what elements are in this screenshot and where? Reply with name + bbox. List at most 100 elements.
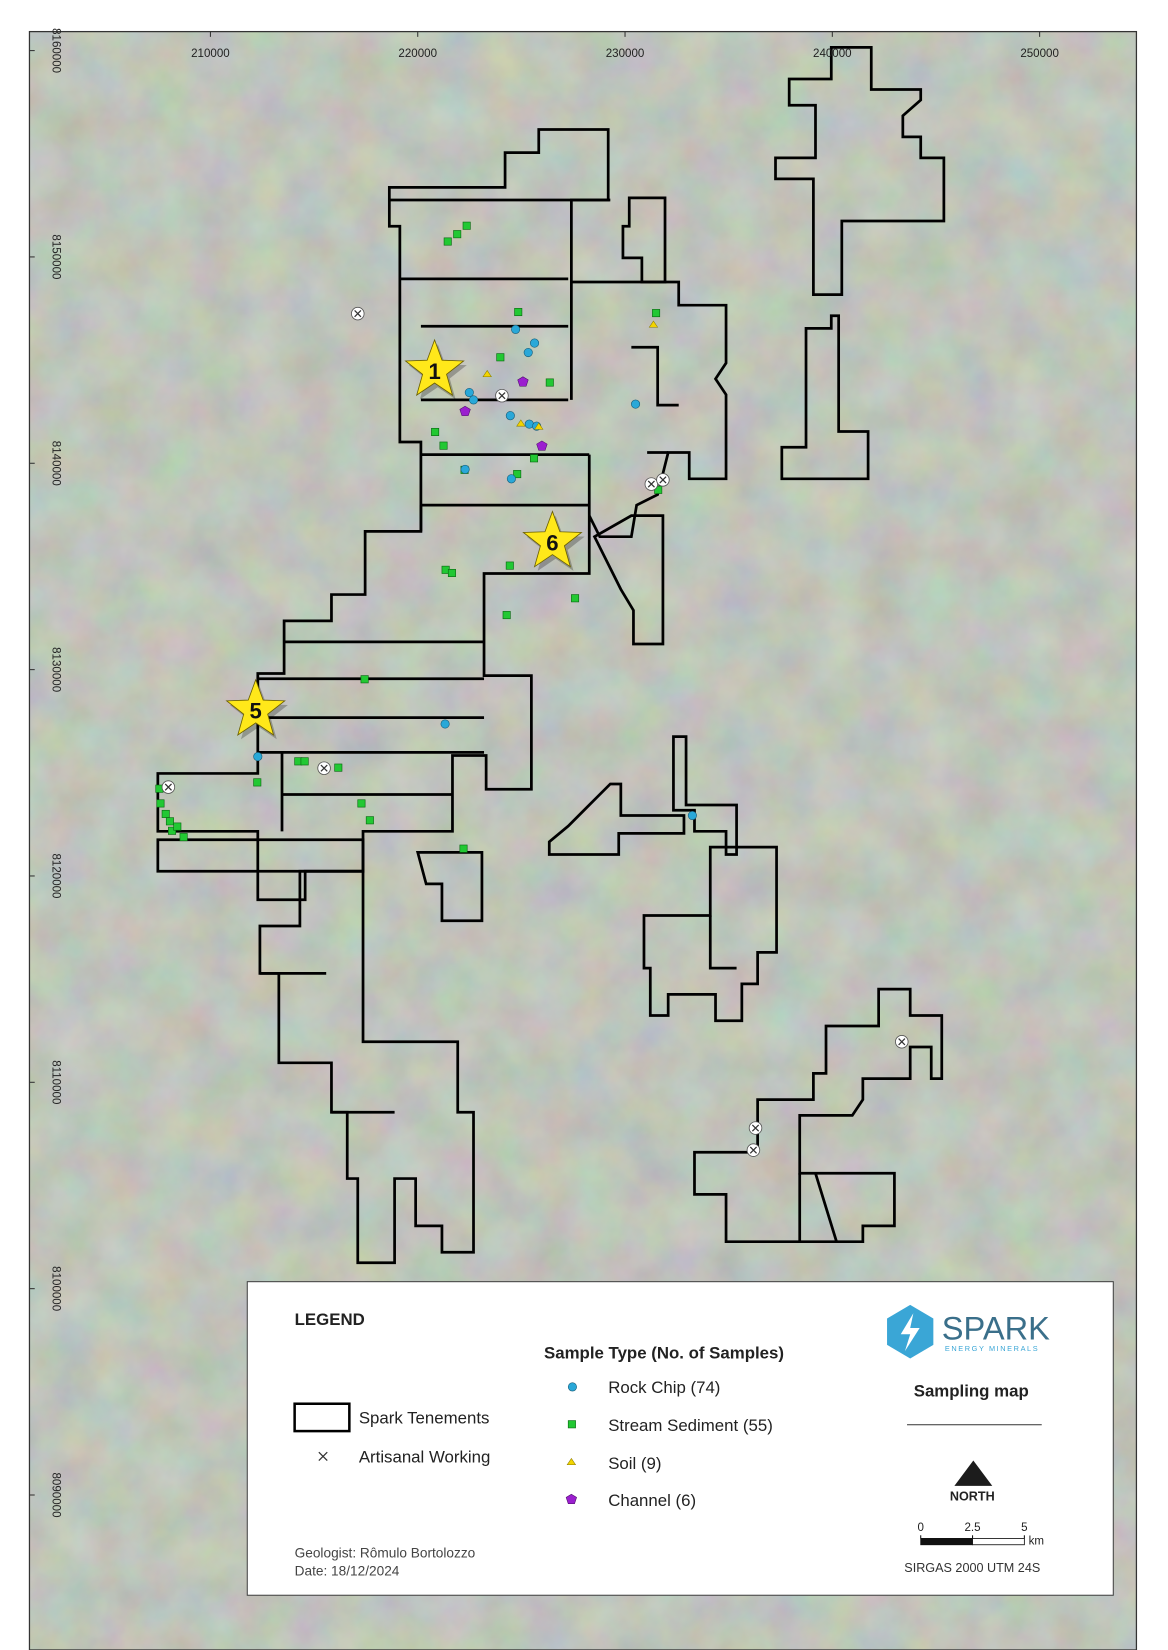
legend-heading: Sample Type (No. of Samples) xyxy=(544,1343,784,1362)
star-label: 6 xyxy=(546,530,558,555)
map-feature xyxy=(253,752,263,762)
soil xyxy=(482,320,659,430)
samples xyxy=(155,221,909,1157)
map-feature xyxy=(523,348,533,358)
logo-tagline: ENERGY MINERALS xyxy=(945,1344,1039,1353)
map-feature xyxy=(357,799,366,808)
map-feature xyxy=(443,237,452,246)
map-feature xyxy=(161,809,170,818)
logo-bolt xyxy=(900,1313,920,1352)
map-feature xyxy=(516,419,526,427)
star xyxy=(404,338,465,397)
star xyxy=(522,510,583,568)
map-feature xyxy=(517,376,529,387)
north-arrow xyxy=(954,1460,993,1486)
map-feature xyxy=(571,594,580,603)
channel-symbol xyxy=(565,1493,577,1504)
channel xyxy=(459,376,548,451)
map-feature xyxy=(156,799,165,808)
map-feature xyxy=(495,388,509,403)
map-feature xyxy=(536,440,548,451)
map-feature xyxy=(652,309,661,318)
map-feature xyxy=(360,675,369,684)
tenement xyxy=(415,850,484,923)
map-feature xyxy=(687,811,697,821)
map-feature xyxy=(300,757,309,766)
legend-label: Soil (9) xyxy=(608,1454,661,1473)
y-tick-label: 8090000 xyxy=(50,1472,62,1517)
map-feature xyxy=(505,411,515,421)
map-feature xyxy=(506,474,516,484)
map-feature xyxy=(173,822,182,831)
scale-segment xyxy=(972,1538,1025,1546)
rock-chip-symbol xyxy=(567,1382,577,1392)
map-feature xyxy=(168,826,177,835)
tenement xyxy=(547,782,686,856)
map-feature xyxy=(459,844,468,853)
y-tick-label: 8110000 xyxy=(50,1060,62,1104)
map-feature xyxy=(659,476,667,484)
map-feature xyxy=(648,320,659,328)
scale-unit: km xyxy=(1029,1536,1044,1548)
logo: SPARK ENERGY MINERALS xyxy=(887,1304,1050,1359)
x-tick-label: 230000 xyxy=(606,48,645,60)
tenement-symbol xyxy=(293,1402,351,1433)
map-feature xyxy=(440,719,450,729)
star xyxy=(225,678,286,737)
legend: LEGEND Spark Tenements Artisanal Working… xyxy=(246,1281,1114,1596)
map-feature xyxy=(459,405,471,416)
map-feature xyxy=(334,763,343,772)
map-feature xyxy=(505,561,514,570)
map-feature xyxy=(179,833,188,842)
geologist: Geologist: Rômulo Bortolozzo xyxy=(295,1545,476,1560)
tenement xyxy=(774,46,946,297)
x-tick-label: 210000 xyxy=(191,48,230,60)
map-feature xyxy=(431,427,440,436)
map-feature xyxy=(320,764,328,772)
legend-label: Channel (6) xyxy=(608,1491,696,1510)
map-feature xyxy=(351,306,365,321)
y-tick-label: 8120000 xyxy=(50,853,62,898)
map-feature xyxy=(647,480,655,488)
map-feature xyxy=(498,392,506,400)
tenement xyxy=(258,869,475,1265)
tenement-boundary xyxy=(647,451,838,1243)
tenement-boundary xyxy=(257,198,679,1114)
legend-title: LEGEND xyxy=(295,1310,365,1329)
legend-label: Artisanal Working xyxy=(359,1448,491,1467)
map-feature xyxy=(514,308,523,317)
star-label: 5 xyxy=(250,699,262,724)
tenement xyxy=(156,128,728,902)
x-tick-label: 250000 xyxy=(1020,48,1059,60)
y-tick-label: 8140000 xyxy=(50,441,62,486)
map-feature xyxy=(898,1038,906,1046)
map-feature xyxy=(365,816,374,825)
soil-symbol xyxy=(566,1457,577,1466)
x-tick-label: 240000 xyxy=(813,48,852,60)
tenement xyxy=(621,196,667,284)
map-feature xyxy=(513,470,522,479)
tenement xyxy=(592,514,665,646)
map-feature xyxy=(468,395,479,405)
map-feature xyxy=(462,221,471,230)
map-feature xyxy=(354,310,362,318)
map-feature xyxy=(545,378,554,387)
scale-label: 0 xyxy=(918,1522,924,1534)
north-label: NORTH xyxy=(950,1490,995,1504)
tenement xyxy=(780,314,870,481)
map-feature xyxy=(751,1124,760,1132)
map-feature xyxy=(502,611,511,620)
map-feature xyxy=(165,817,174,826)
map-feature xyxy=(439,441,448,450)
map-feature xyxy=(644,477,659,491)
map-feature xyxy=(482,369,492,378)
map-feature xyxy=(318,1451,328,1462)
map-feature xyxy=(631,399,641,409)
graticule: 210000 220000 230000 240000 250000 8090000 810… xyxy=(29,28,1059,1518)
map-feature xyxy=(317,761,331,775)
map-feature xyxy=(530,338,540,348)
map-feature xyxy=(746,1143,761,1157)
map-feature xyxy=(164,783,172,791)
y-tick-label: 8100000 xyxy=(50,1266,62,1311)
